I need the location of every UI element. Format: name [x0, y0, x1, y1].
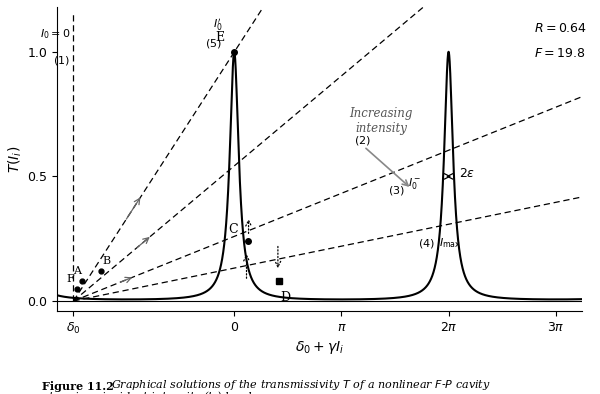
Text: $(5)$: $(5)$	[205, 37, 222, 50]
Text: Figure 11.2: Figure 11.2	[42, 381, 121, 392]
Text: $I_0=0$: $I_0=0$	[40, 27, 70, 41]
Text: E: E	[215, 31, 224, 44]
Text: $R = 0.64$: $R = 0.64$	[535, 22, 587, 35]
Text: Graphical solutions of the transmissivity $T$ of a nonlinear $F$-$P$ cavity: Graphical solutions of the transmissivit…	[111, 378, 491, 392]
Text: $I_0^-$: $I_0^-$	[408, 177, 421, 191]
Text: $I_{\rm max}$: $I_{\rm max}$	[439, 236, 461, 250]
Text: $2\varepsilon$: $2\varepsilon$	[459, 167, 475, 180]
Text: Increasing
intensity: Increasing intensity	[349, 107, 413, 135]
Text: at various incident intensity ($I_0$) levels.: at various incident intensity ($I_0$) le…	[42, 389, 261, 394]
Text: B: B	[103, 256, 110, 266]
Text: F: F	[67, 273, 74, 284]
Text: A: A	[73, 266, 80, 276]
Text: $F = 19.8$: $F = 19.8$	[535, 47, 586, 60]
Y-axis label: $T(I_i)$: $T(I_i)$	[7, 145, 25, 173]
Text: $(4)$: $(4)$	[418, 237, 435, 250]
Text: $(1)$: $(1)$	[53, 54, 70, 67]
Text: $(3)$: $(3)$	[388, 184, 404, 197]
Text: $(2)$: $(2)$	[353, 134, 370, 147]
Text: $I_0'$: $I_0'$	[212, 17, 222, 33]
Text: C: C	[229, 223, 238, 236]
X-axis label: $\delta_0 + \gamma I_i$: $\delta_0 + \gamma I_i$	[295, 338, 344, 355]
Text: D: D	[281, 291, 291, 304]
